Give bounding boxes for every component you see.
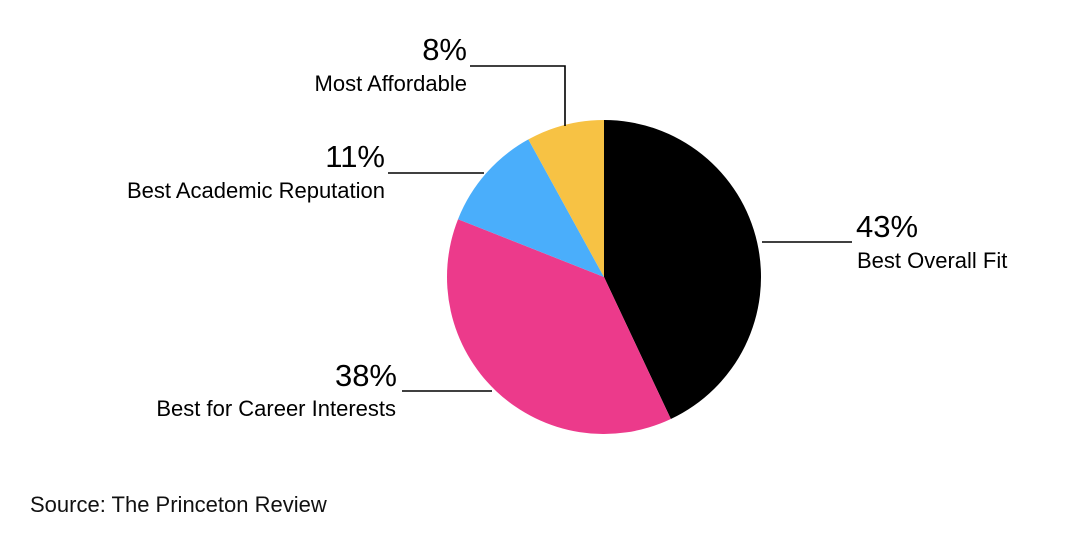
slice-label-best-overall-fit: Best Overall Fit — [857, 248, 1007, 273]
slice-label-best-for-career-interests: Best for Career Interests — [156, 396, 396, 421]
leader-line-most-affordable — [470, 65, 566, 126]
pie-slice-best-academic-reputation — [458, 139, 604, 277]
slice-label-best-academic-reputation: Best Academic Reputation — [127, 178, 385, 203]
pie-slice-most-affordable — [528, 119, 604, 277]
slice-value-best-overall-fit: 43% — [856, 209, 918, 244]
slice-value-best-academic-reputation: 11% — [325, 139, 385, 174]
slice-value-most-affordable: 8% — [422, 32, 467, 67]
pie-slice-best-overall-fit — [604, 120, 762, 420]
pie-slice-best-for-career-interests — [447, 219, 671, 435]
slice-label-most-affordable: Most Affordable — [315, 71, 467, 96]
slice-value-best-for-career-interests: 38% — [335, 358, 397, 393]
source-note: Source: The Princeton Review — [30, 492, 327, 517]
pie-slices — [447, 119, 762, 435]
